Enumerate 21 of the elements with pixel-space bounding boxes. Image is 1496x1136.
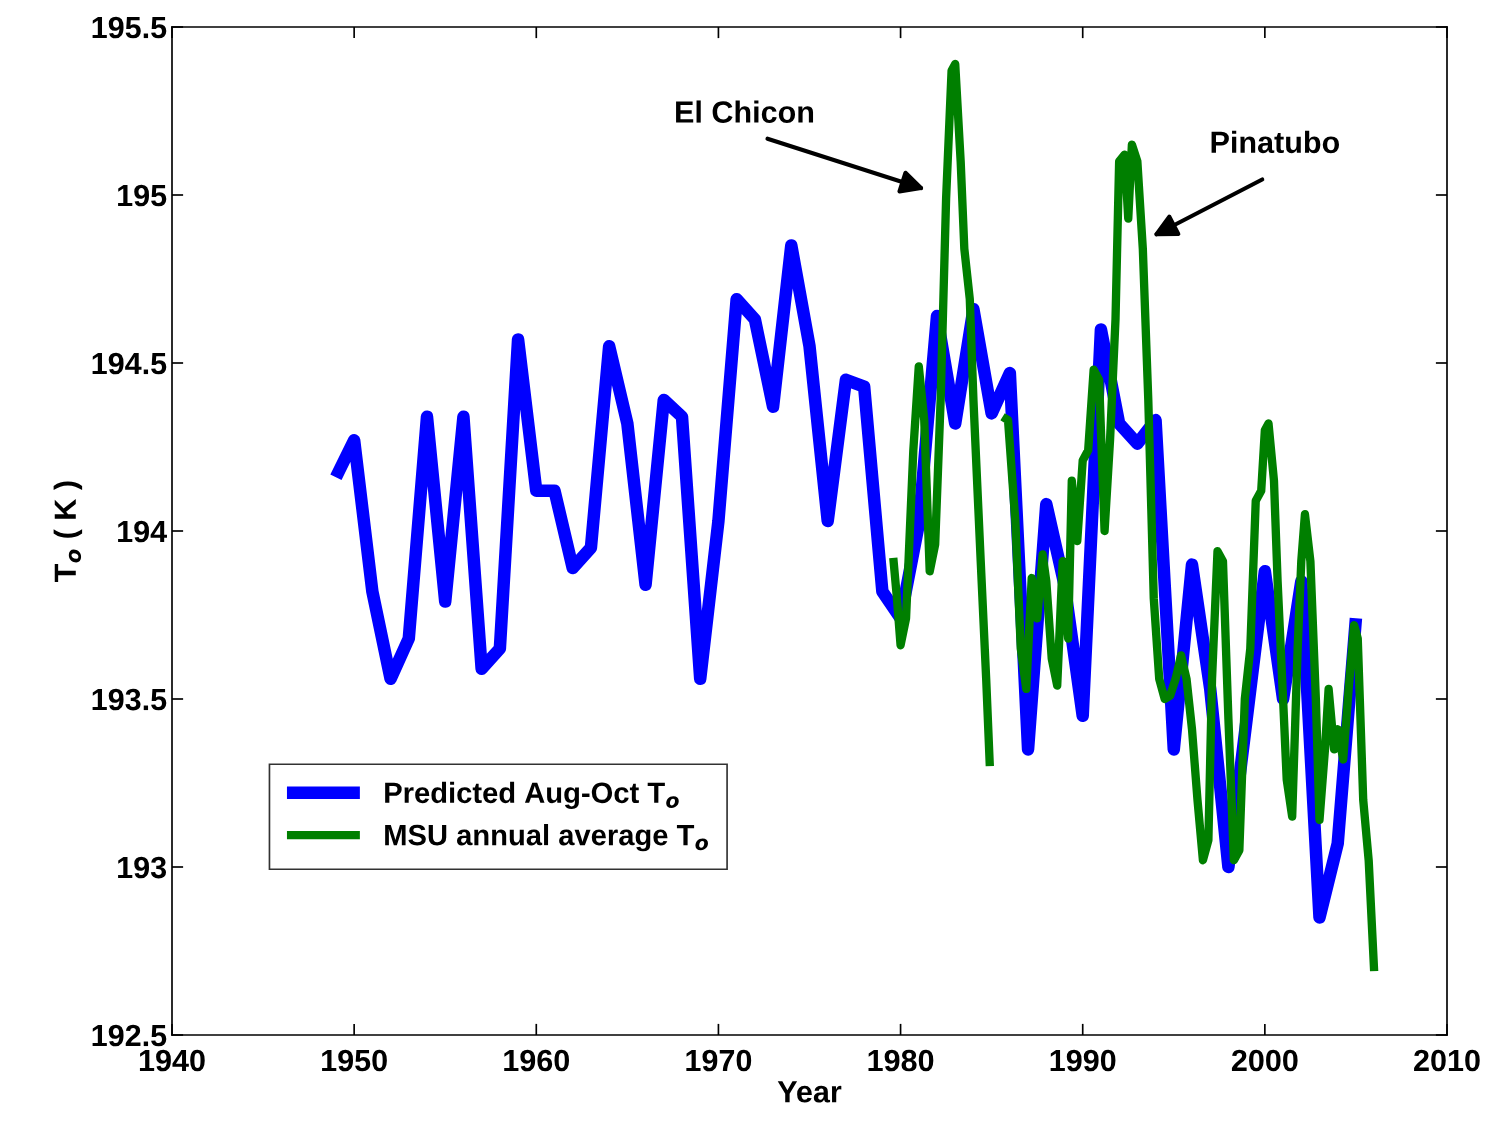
- x-tick-label: 1990: [1050, 1049, 1116, 1072]
- x-tick-label: 1960: [504, 1049, 570, 1072]
- x-axis-title: Year: [777, 1081, 842, 1103]
- y-tick-label: 193.5: [92, 688, 167, 711]
- annotation: Pinatubo: [1211, 130, 1340, 154]
- annotation: El Chicon: [676, 100, 814, 123]
- y-tick-label: 192.5: [92, 1024, 167, 1047]
- x-tick-label: 1980: [868, 1049, 934, 1072]
- y-tick-label: 193: [118, 856, 167, 879]
- x-tick-label: 1970: [686, 1049, 752, 1072]
- y-axis-title: T$_{o}$ ( K ): [53, 481, 83, 582]
- x-tick-label: 1940: [139, 1049, 205, 1072]
- y-tick-label: 194: [118, 520, 167, 543]
- y-tick-label: 195.5: [92, 16, 167, 39]
- y-tick-label: 194.5: [92, 352, 167, 375]
- x-tick-label: 1950: [322, 1049, 387, 1072]
- y-tick-label: 195: [118, 184, 167, 207]
- legend-label: Predicted Aug-Oct T$_{o}$: [385, 781, 679, 810]
- legend-label: MSU annual average T$_{o}$: [385, 824, 708, 852]
- x-tick-label: 2010: [1414, 1049, 1480, 1072]
- x-tick-label: 2000: [1231, 1049, 1298, 1072]
